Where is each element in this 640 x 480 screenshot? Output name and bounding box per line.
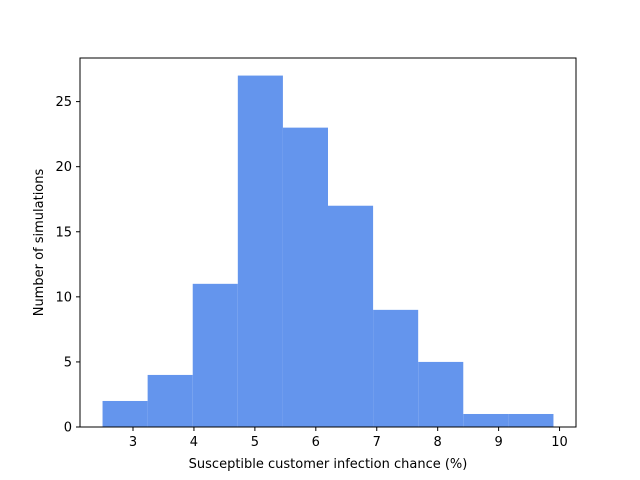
- bars-layer: [102, 75, 554, 428]
- y-tick-label: 5: [64, 355, 72, 370]
- histogram-bar: [328, 205, 374, 427]
- y-axis-title: Number of simulations: [32, 168, 47, 316]
- histogram-bar: [102, 400, 148, 427]
- y-tick-label: 20: [55, 160, 72, 175]
- histogram-bar: [463, 413, 509, 427]
- y-tick-label: 25: [55, 95, 72, 110]
- histogram-bar: [373, 309, 419, 427]
- x-tick-label: 6: [312, 435, 320, 450]
- x-tick-label: 9: [494, 435, 502, 450]
- x-tick-label: 5: [251, 435, 259, 450]
- y-tick-label: 10: [55, 290, 72, 305]
- x-tick-label: 7: [373, 435, 381, 450]
- histogram-bar: [282, 127, 328, 427]
- x-axis-title: Susceptible customer infection chance (%…: [189, 457, 468, 472]
- x-tick-label: 4: [190, 435, 198, 450]
- histogram-bar: [147, 374, 193, 427]
- y-tick-label: 0: [64, 421, 72, 436]
- y-axis: 0 5 10 15 20 25: [55, 95, 80, 436]
- x-tick-label: 3: [129, 435, 137, 450]
- plot-frame: [79, 57, 577, 428]
- x-axis: 3 4 5 6 7 8 9 10: [129, 427, 568, 450]
- y-tick-label: 15: [55, 225, 72, 240]
- x-tick-label: 10: [551, 435, 568, 450]
- histogram-bar: [192, 283, 238, 427]
- histogram-bar: [418, 361, 464, 427]
- x-tick-label: 8: [434, 435, 442, 450]
- histogram-bar: [508, 413, 554, 427]
- histogram-bar: [237, 75, 283, 428]
